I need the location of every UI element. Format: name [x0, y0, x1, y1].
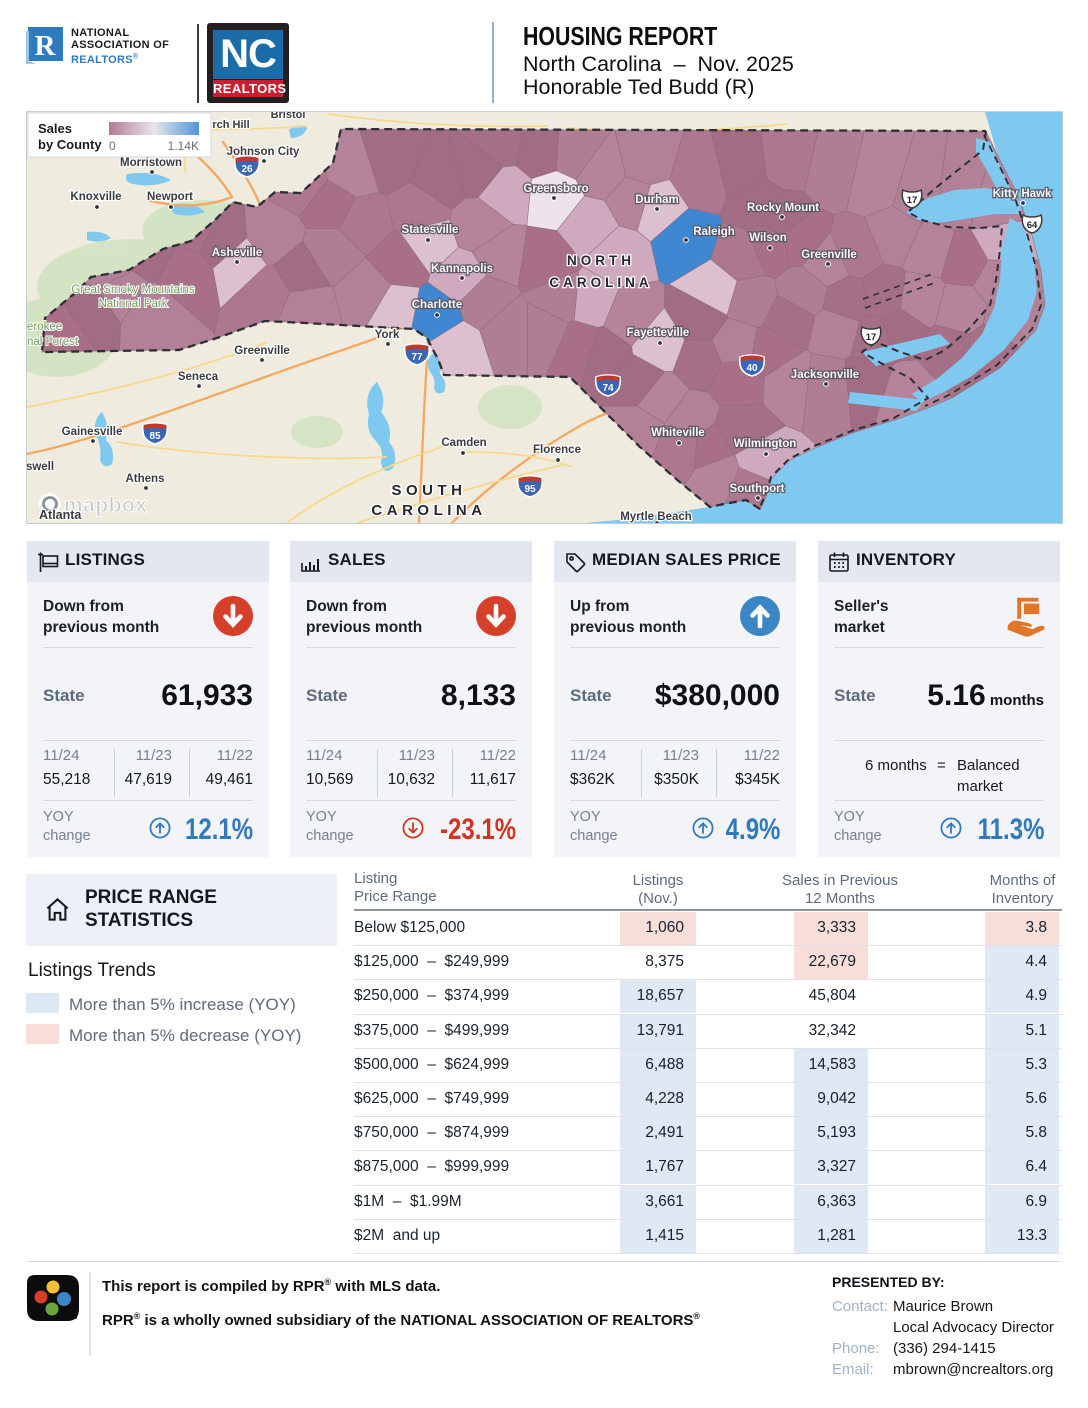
svg-text:77: 77 [411, 352, 423, 363]
svg-text:Asheville: Asheville [212, 247, 263, 259]
svg-text:Myrtle Beach: Myrtle Beach [620, 511, 692, 523]
svg-text:Bristol: Bristol [271, 112, 306, 121]
svg-text:0: 0 [109, 139, 116, 153]
svg-text:Sales: Sales [38, 121, 72, 136]
svg-text:26: 26 [241, 164, 253, 175]
svg-text:R: R [35, 30, 57, 62]
svg-text:Atlanta: Atlanta [39, 508, 82, 522]
svg-text:Raleigh: Raleigh [693, 226, 735, 238]
svg-text:64: 64 [1027, 220, 1038, 231]
svg-text:Wilmington: Wilmington [734, 438, 797, 450]
svg-text:Jacksonville: Jacksonville [791, 369, 859, 381]
svg-text:Statesville: Statesville [402, 224, 459, 236]
svg-text:Greensboro: Greensboro [523, 183, 588, 195]
svg-text:Fayetteville: Fayetteville [627, 327, 690, 339]
svg-text:erokee: erokee [27, 321, 62, 333]
svg-text:Kannapolis: Kannapolis [431, 263, 493, 275]
svg-text:Durham: Durham [635, 194, 678, 206]
svg-text:Charlotte: Charlotte [412, 299, 462, 311]
svg-text:Gainesville: Gainesville [62, 426, 123, 438]
svg-text:Great Smoky Mountains: Great Smoky Mountains [71, 284, 195, 296]
svg-text:by County: by County [38, 137, 102, 152]
svg-text:Athens: Athens [126, 473, 165, 485]
svg-text:mapbox: mapbox [64, 494, 148, 517]
svg-text:CAROLINA: CAROLINA [549, 275, 652, 290]
svg-text:Seneca: Seneca [178, 371, 219, 383]
svg-text:York: York [375, 329, 400, 341]
svg-text:95: 95 [524, 484, 536, 495]
svg-text:Wilson: Wilson [749, 232, 787, 244]
svg-text:Greenville: Greenville [234, 345, 290, 357]
svg-text:Morristown: Morristown [120, 157, 182, 169]
svg-text:1.14K: 1.14K [168, 139, 199, 153]
svg-text:rch Hill: rch Hill [212, 119, 249, 131]
svg-text:Newport: Newport [147, 191, 193, 203]
svg-text:nal Forest: nal Forest [27, 336, 79, 348]
svg-text:Camden: Camden [441, 437, 486, 449]
svg-text:CAROLINA: CAROLINA [371, 502, 486, 519]
svg-text:National Park: National Park [98, 298, 167, 310]
svg-text:85: 85 [149, 431, 161, 442]
svg-text:NORTH: NORTH [567, 253, 635, 268]
svg-text:17: 17 [907, 195, 918, 206]
svg-text:Greenville: Greenville [801, 249, 857, 261]
svg-text:Knoxville: Knoxville [70, 191, 121, 203]
svg-text:74: 74 [602, 383, 614, 394]
svg-text:Kitty Hawk: Kitty Hawk [993, 188, 1052, 200]
svg-text:swell: swell [27, 461, 54, 473]
svg-text:Whiteville: Whiteville [651, 427, 705, 439]
svg-text:Rocky Mount: Rocky Mount [747, 202, 819, 214]
svg-text:Johnson City: Johnson City [227, 146, 300, 158]
svg-text:17: 17 [866, 332, 877, 343]
svg-text:SOUTH: SOUTH [392, 482, 467, 499]
svg-text:40: 40 [746, 363, 758, 374]
svg-text:Florence: Florence [533, 444, 581, 456]
svg-text:Southport: Southport [730, 483, 785, 495]
